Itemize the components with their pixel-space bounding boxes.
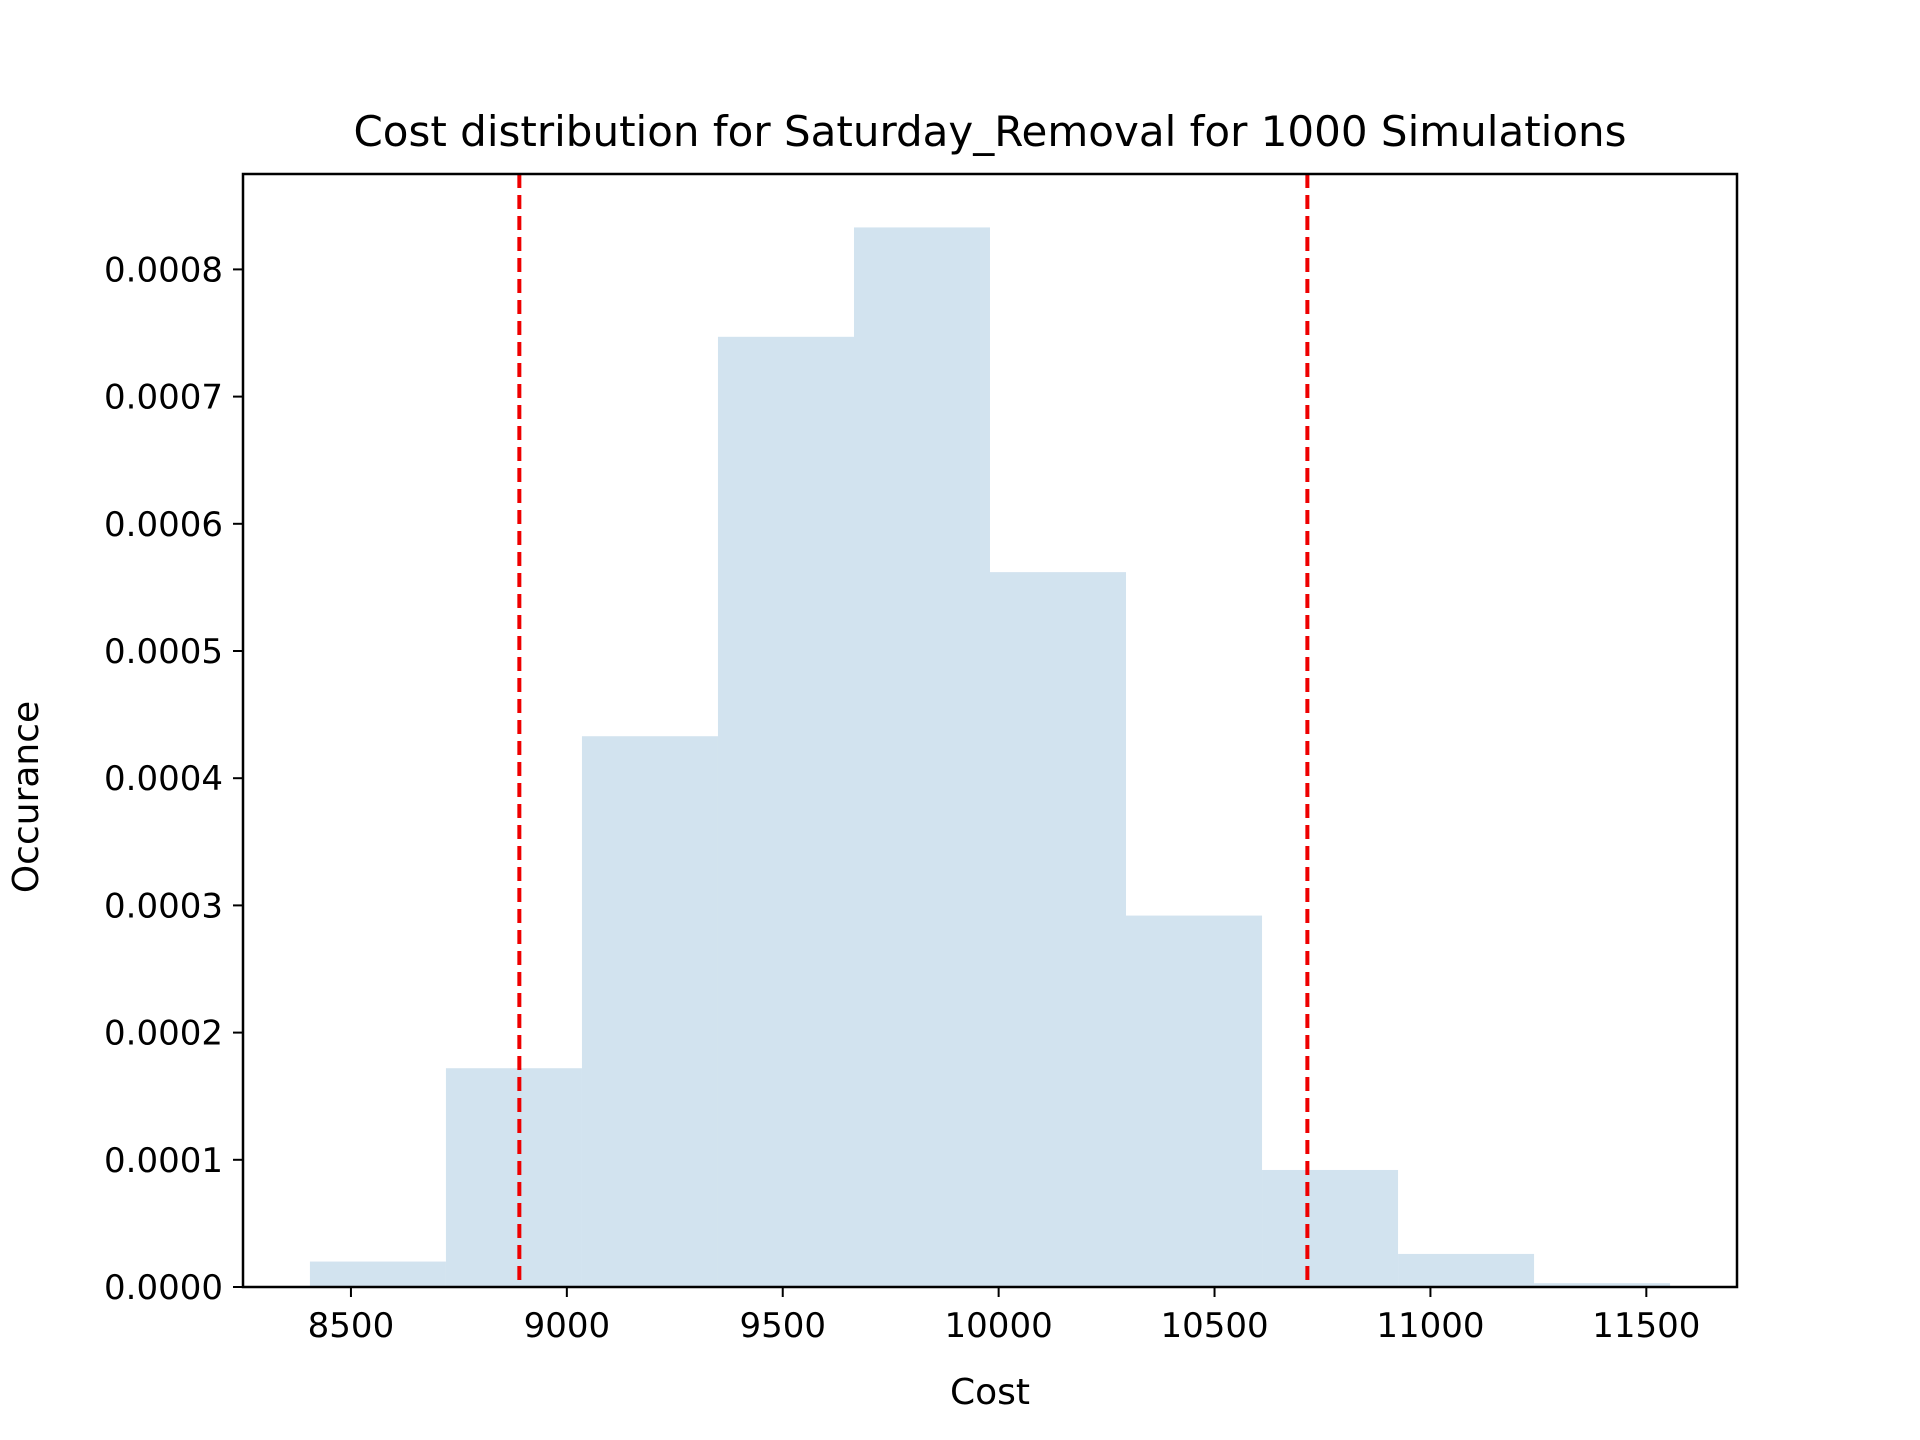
- histogram-bar: [445, 1068, 582, 1287]
- chart-title: Cost distribution for Saturday_Removal f…: [353, 107, 1626, 156]
- histogram-bar: [1126, 915, 1263, 1287]
- histogram-bar: [990, 572, 1127, 1287]
- bars-layer: [309, 227, 1671, 1288]
- y-tick-label: 0.0003: [104, 886, 223, 926]
- y-tick-label: 0.0007: [104, 378, 223, 418]
- histogram-bar: [309, 1261, 446, 1287]
- y-tick-label: 0.0004: [104, 759, 223, 799]
- ticks-layer: 8500 9000 9500 10000 10500 11000 11500 0.0000 0.…: [104, 250, 1700, 1346]
- x-axis-label: Cost: [950, 1372, 1030, 1413]
- y-tick-label: 0.0000: [104, 1268, 223, 1308]
- y-axis-label: Occurance: [6, 701, 47, 893]
- histogram-bar: [1398, 1253, 1535, 1287]
- y-tick-label: 0.0002: [104, 1014, 223, 1054]
- x-tick-label: 10000: [945, 1306, 1053, 1346]
- x-tick-label: 9000: [524, 1306, 611, 1346]
- y-tick-label: 0.0008: [104, 250, 223, 290]
- histogram-bar: [853, 227, 990, 1288]
- histogram-bar: [1262, 1169, 1399, 1287]
- x-tick-label: 11000: [1376, 1306, 1484, 1346]
- y-tick-label: 0.0001: [104, 1141, 223, 1181]
- histogram-bar: [581, 736, 718, 1287]
- histogram-bar: [717, 336, 854, 1287]
- plot-frame: [241, 172, 1739, 1289]
- x-tick-label: 10500: [1160, 1306, 1268, 1346]
- y-tick-label: 0.0006: [104, 505, 223, 545]
- x-tick-label: 8500: [308, 1306, 395, 1346]
- histogram-bar: [1534, 1283, 1671, 1287]
- x-tick-label: 9500: [739, 1306, 826, 1346]
- x-tick-label: 11500: [1592, 1306, 1700, 1346]
- reference-lines-layer: [517, 174, 1310, 1287]
- y-tick-label: 0.0005: [104, 632, 223, 672]
